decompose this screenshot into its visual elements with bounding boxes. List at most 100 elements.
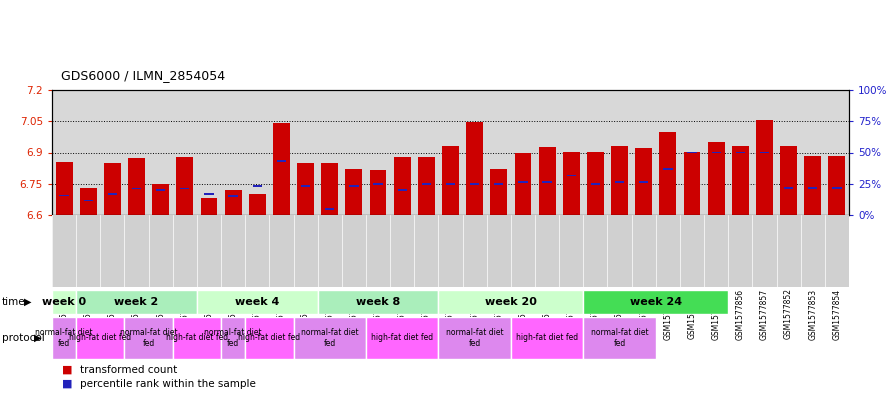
Bar [52,290,76,314]
Text: high-fat diet fed: high-fat diet fed [238,334,300,343]
Bar [687,152,697,153]
Text: week 4: week 4 [235,297,279,307]
Bar [732,146,749,215]
Bar [325,208,334,210]
Bar [421,183,431,185]
Bar [76,290,196,314]
Bar [511,317,583,359]
Text: time: time [2,297,26,307]
Bar [221,317,245,359]
Bar [152,184,169,215]
Bar [297,163,314,215]
Text: high-fat diet fed: high-fat diet fed [516,334,578,343]
Bar [124,317,172,359]
Bar [446,183,455,185]
Bar [684,152,701,215]
Bar [708,143,725,215]
Text: protocol: protocol [2,333,44,343]
Text: normal-fat diet
fed: normal-fat diet fed [591,328,648,348]
Bar [470,183,479,185]
Text: normal-fat diet
fed: normal-fat diet fed [204,328,262,348]
Text: transformed count: transformed count [80,365,177,375]
Text: GDS6000 / ILMN_2854054: GDS6000 / ILMN_2854054 [60,69,225,82]
Bar [808,187,817,189]
Bar [639,181,648,182]
Bar [784,187,793,189]
Bar [84,200,92,201]
Bar [660,132,677,215]
Bar [276,160,286,162]
Bar [132,187,141,189]
Bar [418,157,435,215]
Bar [108,193,117,195]
Bar [515,153,532,215]
Text: normal-fat diet
fed: normal-fat diet fed [301,328,358,348]
Text: week 24: week 24 [629,297,682,307]
Bar [397,189,407,191]
Bar [196,290,317,314]
Bar [373,183,382,185]
Text: ▶: ▶ [24,297,31,307]
Bar [494,183,503,185]
Bar [317,290,438,314]
Bar [128,158,145,215]
Bar [52,317,76,359]
Bar [370,170,387,215]
Bar [301,185,310,187]
Bar [711,152,721,153]
Bar [491,169,508,215]
Bar [293,317,366,359]
Bar [225,190,242,215]
Bar [636,148,653,215]
Bar [442,146,459,215]
Bar [176,157,193,215]
Bar [563,152,580,215]
Bar [832,187,842,189]
Bar [180,187,189,189]
Bar [228,195,237,197]
Bar [346,169,363,215]
Bar [781,146,797,215]
Bar [663,168,672,170]
Text: normal-fat diet
fed: normal-fat diet fed [36,328,92,348]
Bar [583,317,656,359]
Bar [566,174,576,176]
Bar [321,163,338,215]
Bar [104,163,121,215]
Bar [438,290,583,314]
Bar [542,181,552,182]
Text: ▶: ▶ [34,333,41,343]
Text: high-fat diet fed: high-fat diet fed [371,334,433,343]
Bar [394,157,411,215]
Bar [60,195,68,196]
Bar [438,317,511,359]
Text: normal-fat diet
fed: normal-fat diet fed [446,328,503,348]
Bar [366,317,438,359]
Bar [80,188,97,215]
Bar [539,147,556,215]
Bar [518,181,527,182]
Bar [204,193,213,195]
Text: week 8: week 8 [356,297,400,307]
Text: week 20: week 20 [485,297,537,307]
Text: ■: ■ [62,379,73,389]
Bar [583,290,728,314]
Bar [756,119,773,215]
Bar [172,317,221,359]
Bar [736,152,745,153]
Text: normal-fat diet
fed: normal-fat diet fed [120,328,178,348]
Bar [829,156,845,215]
Bar [273,123,290,215]
Bar [245,317,293,359]
Bar [466,122,483,215]
Bar [56,162,73,215]
Bar [249,194,266,215]
Bar [76,317,124,359]
Bar [252,185,262,187]
Bar [349,185,358,187]
Bar [805,156,821,215]
Bar [587,152,604,215]
Text: week 2: week 2 [115,297,158,307]
Text: percentile rank within the sample: percentile rank within the sample [80,379,256,389]
Bar [760,152,769,153]
